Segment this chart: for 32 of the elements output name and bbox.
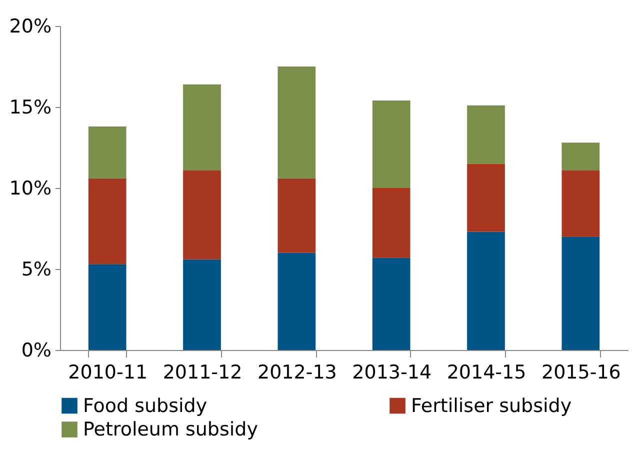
x-tick-label: 2015-16 bbox=[541, 362, 621, 384]
bar bbox=[467, 232, 505, 350]
legend-label: Fertiliser subsidy bbox=[411, 394, 572, 417]
y-tick-label: 0% bbox=[21, 340, 52, 362]
bar bbox=[183, 259, 221, 350]
bar bbox=[88, 178, 126, 264]
x-tick-label: 2013-14 bbox=[352, 362, 432, 384]
bar bbox=[562, 236, 600, 350]
x-tick-label: 2011-12 bbox=[162, 362, 242, 384]
bar bbox=[372, 100, 410, 188]
legend-label: Petroleum subsidy bbox=[83, 418, 258, 440]
bar bbox=[88, 264, 126, 350]
bar bbox=[562, 170, 600, 237]
bar bbox=[372, 188, 410, 258]
bar bbox=[467, 105, 505, 164]
bar bbox=[183, 170, 221, 260]
bar bbox=[183, 84, 221, 170]
legend-label: Food subsidy bbox=[83, 394, 208, 417]
y-tick-label: 15% bbox=[9, 96, 52, 118]
bar bbox=[467, 164, 505, 232]
bar bbox=[562, 142, 600, 170]
bar bbox=[278, 66, 316, 178]
bar bbox=[278, 178, 316, 253]
y-tick-label: 5% bbox=[21, 258, 52, 280]
bar bbox=[278, 252, 316, 350]
x-tick-label: 2014-15 bbox=[446, 362, 526, 384]
y-tick-label: 10% bbox=[9, 178, 52, 200]
x-tick-label: 2012-13 bbox=[257, 362, 337, 384]
bar bbox=[88, 126, 126, 178]
y-tick-label: 20% bbox=[9, 16, 52, 38]
x-tick-label: 2010-11 bbox=[68, 362, 148, 384]
bar bbox=[372, 258, 410, 350]
